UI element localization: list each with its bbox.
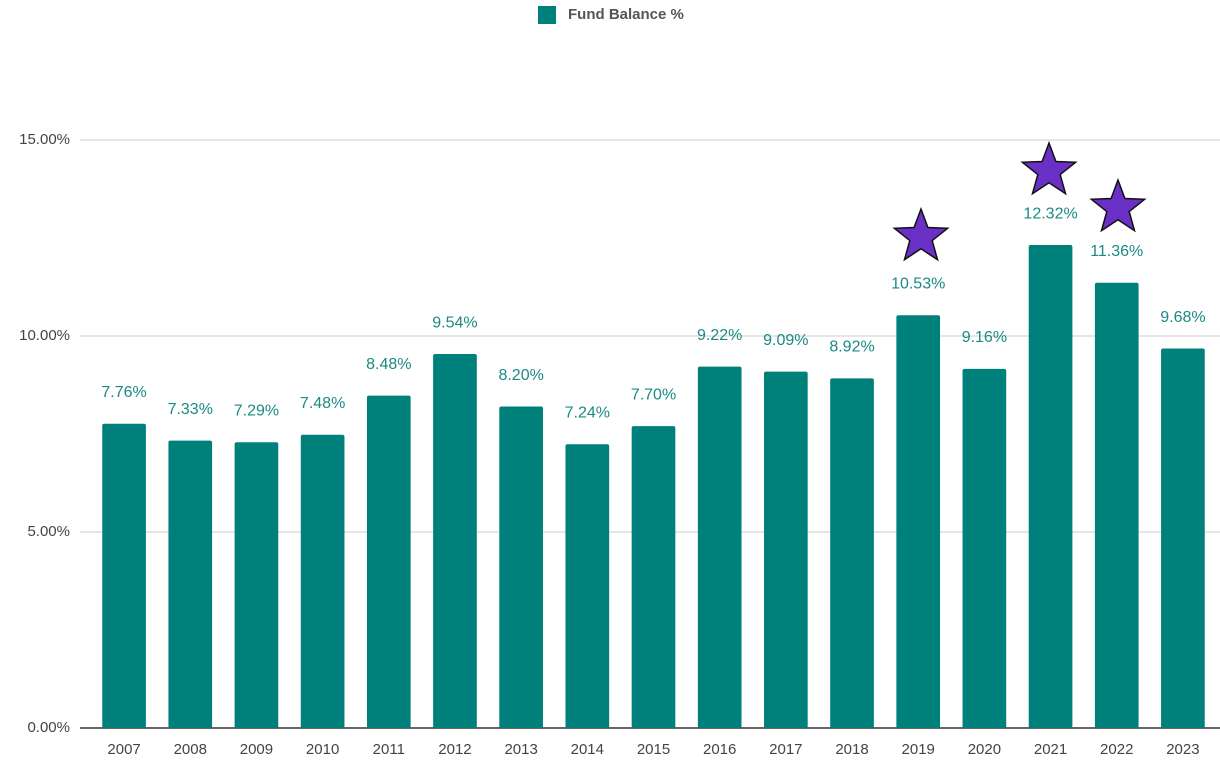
bar — [234, 442, 279, 728]
data-label: 9.09% — [763, 332, 808, 349]
data-label: 7.29% — [234, 402, 279, 419]
legend-swatch — [538, 6, 556, 24]
data-label: 9.22% — [697, 327, 742, 344]
x-tick-label: 2015 — [637, 741, 670, 758]
data-label: 9.16% — [962, 329, 1007, 346]
y-tick-label: 0.00% — [27, 719, 70, 736]
data-label: 7.48% — [300, 395, 345, 412]
bar — [1161, 348, 1205, 728]
x-tick-label: 2017 — [769, 741, 802, 758]
data-label: 12.32% — [1023, 205, 1077, 222]
bar — [1094, 282, 1139, 728]
bar — [300, 434, 345, 728]
bar — [168, 440, 213, 728]
x-tick-label: 2012 — [438, 741, 471, 758]
bar — [499, 406, 543, 728]
data-label: 7.70% — [631, 386, 676, 403]
x-tick-label: 2014 — [571, 741, 604, 758]
star — [1020, 140, 1078, 196]
data-label: 9.54% — [432, 314, 477, 331]
y-tick-label: 15.00% — [19, 131, 70, 148]
annotations — [892, 140, 1147, 262]
data-label: 8.92% — [829, 339, 874, 356]
star — [1089, 177, 1147, 233]
x-tick-label: 2016 — [703, 741, 736, 758]
x-tick-label: 2022 — [1100, 741, 1133, 758]
bar — [962, 368, 1007, 728]
x-tick-label: 2009 — [240, 741, 273, 758]
star — [892, 206, 950, 262]
bar — [697, 366, 742, 728]
bar — [1028, 245, 1073, 728]
data-label: 7.33% — [168, 401, 213, 418]
data-label: 7.24% — [565, 404, 610, 421]
data-label: 10.53% — [891, 275, 945, 292]
bar — [366, 395, 411, 728]
x-tick-label: 2008 — [174, 741, 207, 758]
x-tick-label: 2019 — [902, 741, 935, 758]
bar — [102, 423, 146, 728]
legend-label: Fund Balance % — [568, 6, 684, 23]
legend: Fund Balance % — [538, 6, 684, 24]
y-tick-label: 5.00% — [27, 523, 70, 540]
x-tick-label: 2013 — [504, 741, 537, 758]
data-label: 8.48% — [366, 356, 411, 373]
data-label: 8.20% — [498, 367, 543, 384]
bar — [565, 444, 610, 728]
bar — [896, 315, 941, 728]
x-tick-label: 2018 — [835, 741, 868, 758]
bar — [433, 354, 477, 728]
data-label: 11.36% — [1090, 243, 1143, 260]
bar — [764, 371, 808, 728]
bar — [631, 426, 676, 728]
data-label: 9.68% — [1160, 309, 1205, 326]
y-tick-label: 10.00% — [19, 327, 70, 344]
x-tick-label: 2023 — [1166, 741, 1199, 758]
x-tick-label: 2010 — [306, 741, 339, 758]
x-tick-label: 2021 — [1034, 741, 1067, 758]
bar — [830, 378, 874, 728]
x-tick-label: 2011 — [373, 741, 405, 758]
x-tick-label: 2020 — [968, 741, 1001, 758]
data-label: 7.76% — [101, 384, 146, 401]
x-tick-label: 2007 — [107, 741, 140, 758]
